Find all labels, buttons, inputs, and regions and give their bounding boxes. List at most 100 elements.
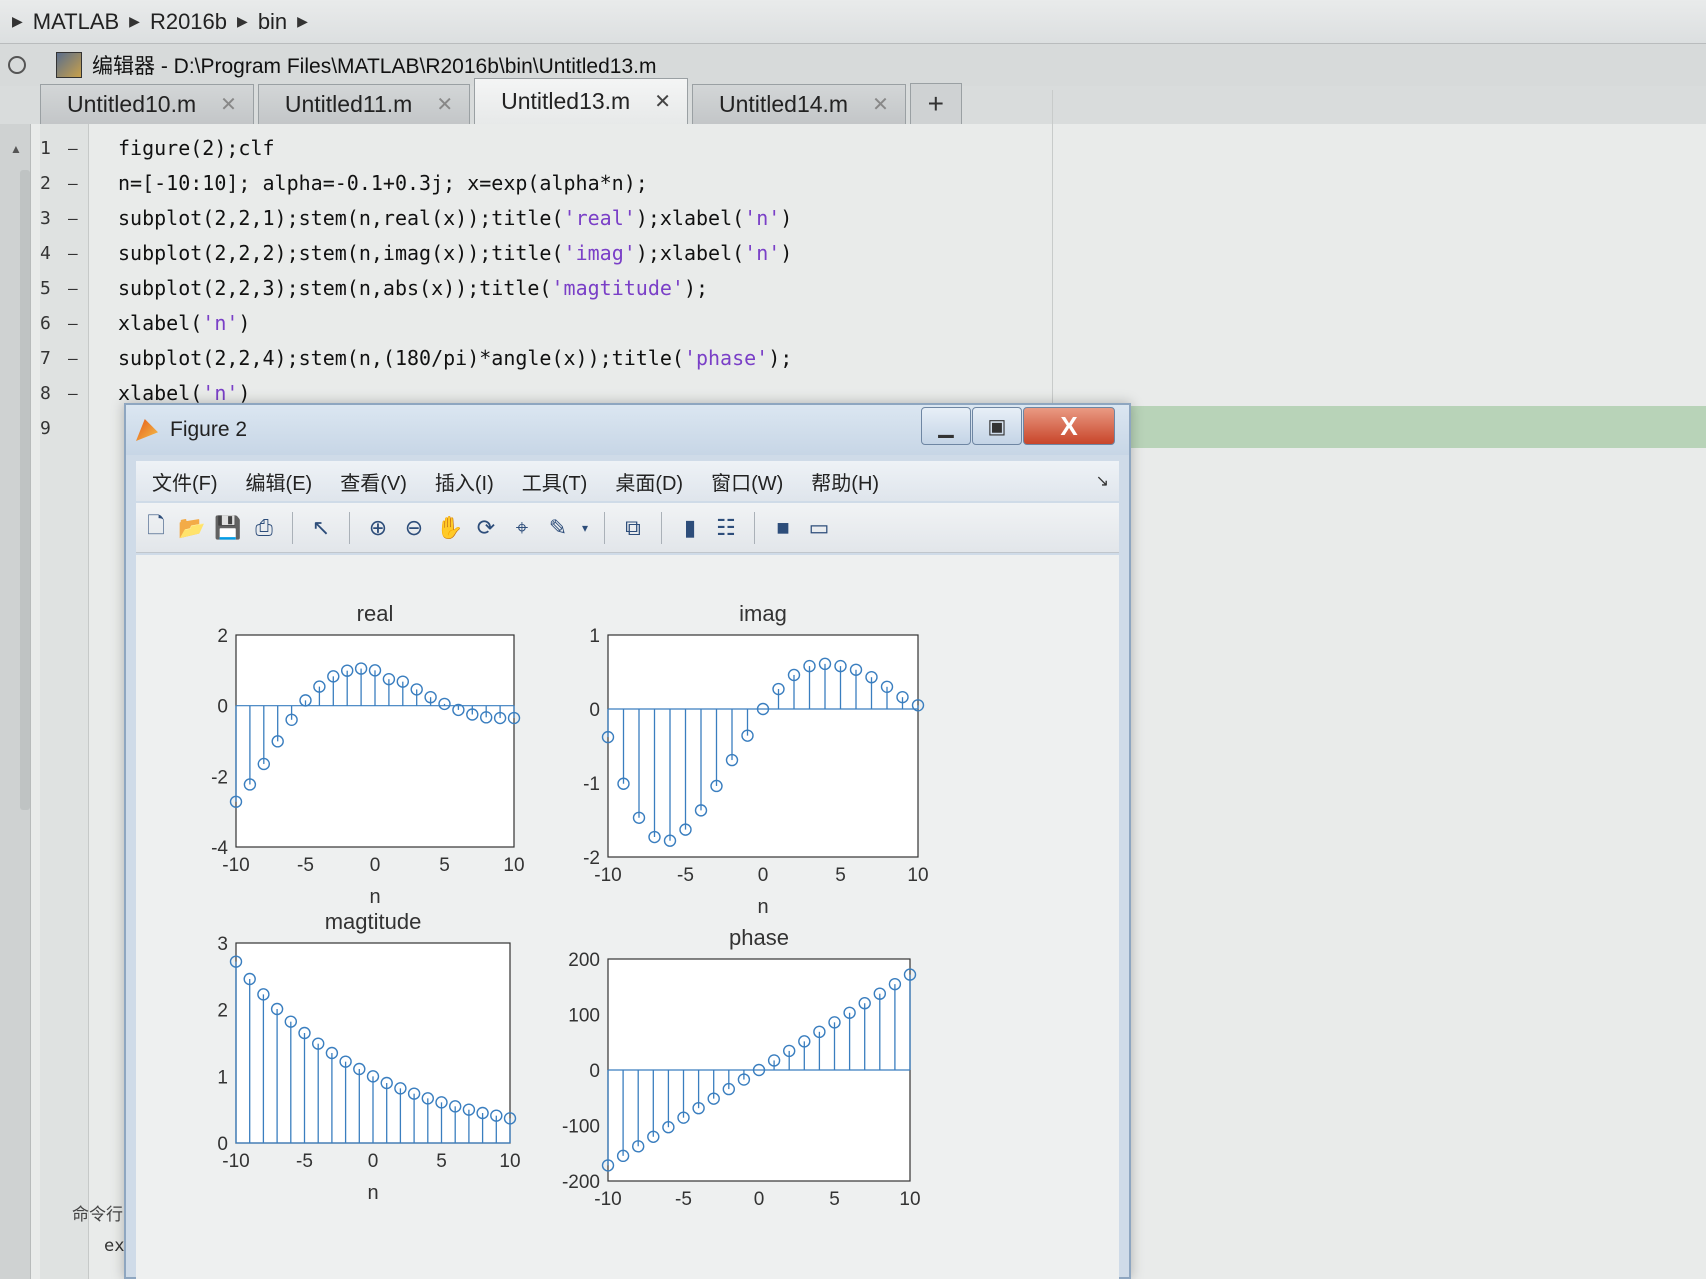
panel-menu-icon[interactable] xyxy=(8,56,26,74)
menu-desktop[interactable]: 桌面(D) xyxy=(615,472,684,495)
stem-marker xyxy=(503,1112,517,1125)
code-line[interactable]: 1– figure(2);clf xyxy=(40,131,275,165)
stem-marker xyxy=(257,988,270,1001)
tab-untitled10[interactable]: Untitled10.m ✕ xyxy=(40,84,254,124)
menu-help[interactable]: 帮助(H) xyxy=(811,472,880,495)
code-line[interactable]: 7– subplot(2,2,4);stem(n,(180/pi)*angle(x… xyxy=(40,341,792,375)
stem-marker xyxy=(818,657,832,671)
menu-file[interactable]: 文件(F) xyxy=(152,472,218,495)
code-line[interactable]: 4– subplot(2,2,2);stem(n,imag(x));title('… xyxy=(40,236,792,270)
show-plot-tools-icon[interactable]: ▭ xyxy=(808,514,830,540)
new-figure-icon[interactable]: 🗋 xyxy=(147,512,165,538)
close-icon[interactable]: ✕ xyxy=(436,94,454,116)
tab-untitled13[interactable]: Untitled13.m ✕ xyxy=(474,78,688,124)
breadcrumb-item-matlab[interactable]: MATLAB xyxy=(32,8,120,34)
stem-marker xyxy=(313,680,326,693)
pan-icon[interactable]: ✋ xyxy=(436,514,464,540)
figure-titlebar[interactable]: Figure 2 ▁ ▣ X xyxy=(126,405,1129,455)
rotate-icon[interactable]: ⟳ xyxy=(476,514,496,540)
stem-marker xyxy=(327,670,340,683)
breakpoint-marker[interactable]: – xyxy=(68,348,78,368)
editor-title-bar: 编辑器 - D:\Program Files\MATLAB\R2016b\bin… xyxy=(0,44,1706,86)
code-line[interactable]: 9 xyxy=(40,411,118,445)
stem-marker xyxy=(452,703,465,717)
maximize-button[interactable]: ▣ xyxy=(972,407,1022,445)
stem-marker xyxy=(257,757,271,771)
breakpoint-marker[interactable]: – xyxy=(68,278,78,298)
code-line[interactable]: 6– xlabel('n') xyxy=(40,306,250,340)
menu-tools[interactable]: 工具(T) xyxy=(521,472,588,495)
stem-marker xyxy=(601,730,615,744)
zoom-in-icon[interactable]: ⊕ xyxy=(368,514,388,540)
figure-title: Figure 2 xyxy=(170,418,248,441)
close-button[interactable]: X xyxy=(1023,407,1115,445)
breadcrumb-item-version[interactable]: R2016b xyxy=(149,8,228,34)
hide-plot-tools-icon[interactable]: ■ xyxy=(776,514,790,540)
scrollbar-thumb[interactable] xyxy=(20,170,30,810)
zoom-out-icon[interactable]: ⊖ xyxy=(404,514,424,540)
menu-edit[interactable]: 编辑(E) xyxy=(245,472,313,495)
code-text: subplot(2,2,4);stem(n,(180/pi)*angle(x))… xyxy=(118,346,793,370)
figure-window: Figure 2 ▁ ▣ X 文件(F) 编辑(E) 查看(V) 插入(I) 工… xyxy=(124,403,1131,1279)
subplot-title: real xyxy=(357,601,394,626)
stem-marker xyxy=(493,711,507,725)
menu-view[interactable]: 查看(V) xyxy=(340,472,407,495)
stem-marker xyxy=(438,697,451,711)
print-icon[interactable]: ⎙ xyxy=(255,514,273,540)
close-icon[interactable]: ✕ xyxy=(654,91,671,113)
stem-marker xyxy=(767,1054,781,1067)
menu-insert[interactable]: 插入(I) xyxy=(434,472,494,495)
x-axis-label: n xyxy=(757,896,768,918)
figure-canvas[interactable]: real -10 -5 0 5 10 -4 -2 0 2 n imag -10 -5 0 5 10 -2 -1 0 1 n… xyxy=(136,555,1119,1279)
dock-icon[interactable]: ↘ xyxy=(1095,473,1109,490)
tab-untitled11[interactable]: Untitled11.m ✕ xyxy=(257,84,471,124)
subplot-3: magtitude -10 -5 0 5 10 0 1 2 3 n xyxy=(217,909,520,1204)
line-number: 6 xyxy=(40,312,51,334)
code-line[interactable]: 5– subplot(2,2,3);stem(n,abs(x));title('m… xyxy=(40,271,708,305)
stem-marker xyxy=(480,711,493,724)
colorbar-icon[interactable]: ▮ xyxy=(683,514,697,540)
menu-window[interactable]: 窗口(W) xyxy=(711,472,784,495)
close-icon[interactable]: ✕ xyxy=(220,94,237,116)
code-line[interactable]: 3– subplot(2,2,1);stem(n,real(x));title('… xyxy=(40,201,792,235)
scroll-up-icon[interactable]: ▲ xyxy=(10,142,22,156)
stem-marker xyxy=(677,1111,690,1124)
stem-marker xyxy=(366,1070,380,1083)
save-icon[interactable]: 💾 xyxy=(214,514,242,540)
breakpoint-marker[interactable]: – xyxy=(68,208,78,228)
stem-marker xyxy=(601,1159,615,1172)
breakpoint-marker[interactable]: – xyxy=(68,313,78,333)
chevron-down-icon[interactable]: ▾ xyxy=(581,520,589,535)
editor-tabs: Untitled10.m ✕ Untitled11.m ✕ Untitled13… xyxy=(40,78,962,124)
stem-marker xyxy=(298,1026,311,1040)
x-tick-label: -5 xyxy=(675,1189,692,1210)
stem-marker xyxy=(270,1002,284,1016)
stem-marker xyxy=(299,694,312,707)
legend-icon[interactable]: ☷ xyxy=(716,514,736,540)
tab-untitled14[interactable]: Untitled14.m ✕ xyxy=(691,84,906,124)
breakpoint-marker[interactable]: – xyxy=(68,173,78,193)
close-icon[interactable]: ✕ xyxy=(872,94,889,116)
code-line[interactable]: 8– xlabel('n') xyxy=(40,376,250,410)
pointer-icon[interactable]: ↖ xyxy=(311,514,331,540)
breakpoint-marker[interactable]: – xyxy=(68,138,78,158)
stem-marker xyxy=(722,1082,735,1096)
breadcrumb-item-bin[interactable]: bin xyxy=(257,8,288,34)
breakpoint-marker[interactable]: – xyxy=(68,243,78,263)
link-icon[interactable]: ⧉ xyxy=(625,514,641,540)
subplot-title: phase xyxy=(729,925,789,950)
code-line[interactable]: 2– n=[-10:10]; alpha=-0.1+0.3j; x=exp(alp… xyxy=(40,166,648,200)
x-tick-label: 0 xyxy=(758,865,769,886)
axes-box xyxy=(235,634,515,848)
stem-marker xyxy=(394,1082,407,1095)
open-file-icon[interactable]: 📂 xyxy=(178,514,206,540)
stem-marker xyxy=(662,1121,675,1134)
stem-marker xyxy=(466,708,479,721)
minimize-button[interactable]: ▁ xyxy=(921,407,971,445)
line-number: 5 xyxy=(40,277,51,299)
add-tab-button[interactable]: + xyxy=(909,83,962,124)
line-number: 2 xyxy=(40,172,51,194)
breakpoint-marker[interactable]: – xyxy=(68,383,78,403)
data-cursor-icon[interactable]: ⌖ xyxy=(515,514,529,540)
brush-icon[interactable]: ✎ xyxy=(548,514,568,540)
